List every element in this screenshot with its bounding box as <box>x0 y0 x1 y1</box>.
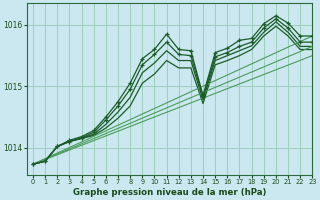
X-axis label: Graphe pression niveau de la mer (hPa): Graphe pression niveau de la mer (hPa) <box>73 188 266 197</box>
